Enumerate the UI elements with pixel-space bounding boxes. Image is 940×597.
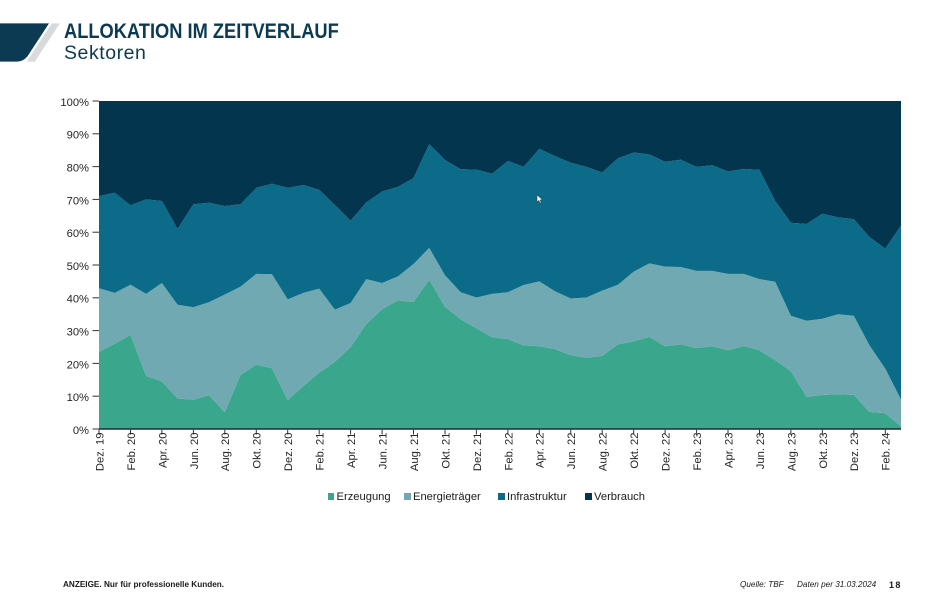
svg-text:Apr. 21: Apr. 21 (346, 433, 358, 468)
svg-text:Aug. 22: Aug. 22 (598, 433, 610, 472)
svg-text:Dez. 19: Dez. 19 (94, 433, 106, 472)
svg-text:0%: 0% (73, 425, 89, 437)
svg-text:Okt. 22: Okt. 22 (629, 433, 641, 469)
svg-text:Jun. 20: Jun. 20 (189, 433, 201, 470)
svg-text:Feb. 20: Feb. 20 (126, 433, 138, 471)
svg-text:Aug. 23: Aug. 23 (786, 433, 798, 472)
svg-text:10%: 10% (67, 392, 89, 404)
svg-text:70%: 70% (67, 195, 89, 207)
svg-text:80%: 80% (67, 163, 89, 175)
svg-text:100%: 100% (60, 97, 89, 109)
svg-text:Jun. 21: Jun. 21 (378, 433, 390, 470)
svg-text:Okt. 23: Okt. 23 (818, 433, 830, 469)
svg-text:Feb. 23: Feb. 23 (692, 433, 704, 471)
svg-text:Apr. 22: Apr. 22 (535, 433, 547, 468)
svg-text:Feb. 21: Feb. 21 (315, 433, 327, 471)
svg-text:Dez. 23: Dez. 23 (849, 433, 861, 472)
svg-text:Jun. 22: Jun. 22 (566, 433, 578, 470)
svg-text:Dez. 21: Dez. 21 (472, 433, 484, 472)
svg-text:Feb. 24: Feb. 24 (881, 433, 893, 471)
svg-text:Apr. 20: Apr. 20 (157, 433, 169, 468)
svg-text:Feb. 22: Feb. 22 (503, 433, 515, 471)
svg-text:20%: 20% (67, 359, 89, 371)
svg-text:Apr. 23: Apr. 23 (723, 433, 735, 468)
svg-text:Aug. 21: Aug. 21 (409, 433, 421, 472)
svg-text:40%: 40% (67, 294, 89, 306)
svg-text:60%: 60% (67, 228, 89, 240)
svg-text:Dez. 20: Dez. 20 (283, 433, 295, 472)
svg-text:Okt. 21: Okt. 21 (440, 433, 452, 469)
svg-text:30%: 30% (67, 327, 89, 339)
svg-text:Okt. 20: Okt. 20 (252, 433, 264, 469)
svg-text:Jun. 23: Jun. 23 (755, 433, 767, 470)
svg-text:Aug. 20: Aug. 20 (220, 433, 232, 472)
svg-text:50%: 50% (67, 261, 89, 273)
svg-text:Dez. 22: Dez. 22 (661, 433, 673, 472)
svg-text:90%: 90% (67, 130, 89, 142)
